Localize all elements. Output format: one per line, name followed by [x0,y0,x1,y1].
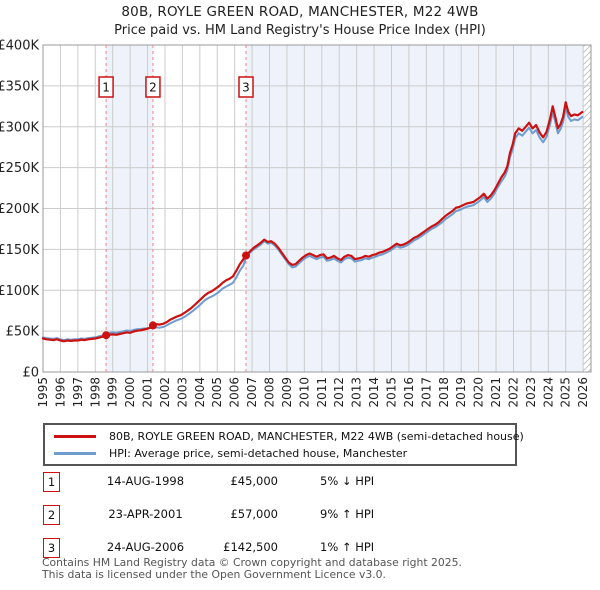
svg-text:2026: 2026 [576,377,590,408]
svg-text:2023: 2023 [524,377,538,408]
svg-text:£50K: £50K [6,325,40,340]
svg-text:£0: £0 [22,366,39,381]
sale-hpi-delta: 9% ↑ HPI [320,507,375,521]
sale-date: 24-AUG-2006 [106,540,185,554]
sale-number-badge: 3 [43,538,60,558]
table-row: 1 14-AUG-1998 £45,000 5% ↓ HPI [43,471,563,504]
svg-text:2024: 2024 [541,377,555,408]
svg-text:£350K: £350K [0,79,39,94]
svg-text:£200K: £200K [0,202,39,217]
hpi-line-swatch [54,452,96,455]
table-row: 3 24-AUG-2006 £142,500 1% ↑ HPI [43,537,563,570]
svg-text:1999: 1999 [106,377,120,408]
chart-header: 80B, ROYLE GREEN ROAD, MANCHESTER, M22 4… [0,4,600,38]
sale-date: 23-APR-2001 [108,507,183,521]
licence-footer: Contains HM Land Registry data © Crown c… [42,557,598,580]
svg-text:1997: 1997 [71,377,85,408]
svg-text:2025: 2025 [559,377,573,408]
svg-text:2012: 2012 [332,377,346,408]
svg-text:£300K: £300K [0,120,39,135]
property-line-swatch [54,435,96,438]
svg-text:2021: 2021 [489,377,503,408]
legend-item-hpi: HPI: Average price, semi-detached house,… [45,445,515,462]
svg-text:2017: 2017 [419,377,433,408]
svg-text:2007: 2007 [245,377,259,408]
svg-text:2003: 2003 [175,377,189,408]
sale-date: 14-AUG-1998 [106,474,185,488]
svg-text:2010: 2010 [297,377,311,408]
table-row: 2 23-APR-2001 £57,000 9% ↑ HPI [43,504,563,537]
svg-text:£400K: £400K [0,39,39,54]
svg-text:1998: 1998 [88,377,102,408]
svg-text:2014: 2014 [367,377,381,408]
sale-price: £45,000 [230,474,278,488]
svg-text:2000: 2000 [123,377,137,408]
svg-text:£150K: £150K [0,243,39,258]
svg-text:1995: 1995 [36,377,50,408]
svg-text:2005: 2005 [210,377,224,408]
legend-item-property: 80B, ROYLE GREEN ROAD, MANCHESTER, M22 4… [45,428,524,445]
svg-text:2001: 2001 [141,377,155,408]
sale-price: £57,000 [230,507,278,521]
svg-text:1: 1 [102,81,110,95]
svg-text:2013: 2013 [350,377,364,408]
sale-number-badge: 2 [43,505,60,525]
svg-text:2020: 2020 [472,377,486,408]
price-history-chart: 1 2 3 £0 £50K £100K £150K £200K £250K £300K £350K £… [0,39,592,408]
svg-text:2019: 2019 [454,377,468,408]
svg-text:3: 3 [242,81,250,95]
sale-hpi-delta: 5% ↓ HPI [320,474,375,488]
svg-text:£100K: £100K [0,284,39,299]
svg-text:2008: 2008 [263,377,277,408]
transactions-table: 1 14-AUG-1998 £45,000 5% ↓ HPI 2 23-APR-… [43,471,563,570]
page-title: 80B, ROYLE GREEN ROAD, MANCHESTER, M22 4… [121,4,479,20]
svg-text:2015: 2015 [384,377,398,408]
sale-number-badge: 1 [43,472,60,492]
svg-text:£250K: £250K [0,161,39,176]
copyright-line: Contains HM Land Registry data © Crown c… [42,556,462,569]
svg-text:1996: 1996 [53,377,67,408]
chart-legend: 80B, ROYLE GREEN ROAD, MANCHESTER, M22 4… [43,423,524,466]
svg-text:2011: 2011 [315,377,329,408]
licence-line: This data is licensed under the Open Gov… [42,567,386,581]
page-subtitle: Price paid vs. HM Land Registry's House … [114,23,486,38]
svg-text:2009: 2009 [280,377,294,408]
svg-text:2022: 2022 [506,377,520,408]
svg-text:2: 2 [149,81,157,95]
sale-price: £142,500 [223,540,278,554]
svg-text:2002: 2002 [158,377,172,408]
svg-text:2004: 2004 [193,377,207,408]
legend-label-property: 80B, ROYLE GREEN ROAD, MANCHESTER, M22 4… [109,430,524,443]
svg-text:2006: 2006 [228,377,242,408]
svg-text:2018: 2018 [437,377,451,408]
svg-text:2016: 2016 [402,377,416,408]
legend-label-hpi: HPI: Average price, semi-detached house,… [109,447,408,460]
sale-hpi-delta: 1% ↑ HPI [320,540,375,554]
